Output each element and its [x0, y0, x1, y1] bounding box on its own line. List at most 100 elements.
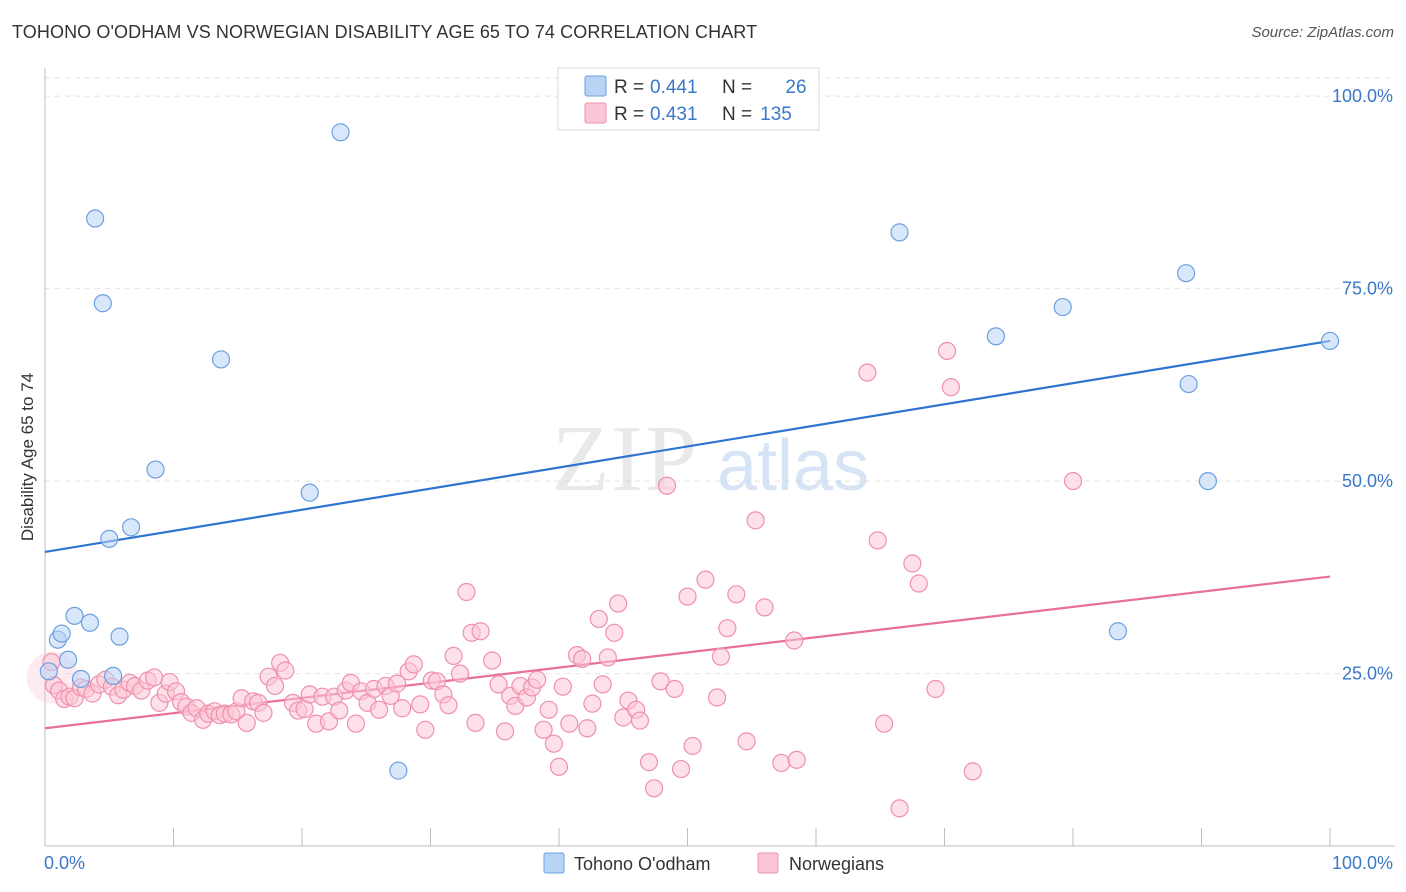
stats-n-value-norwegians: 135: [760, 104, 792, 125]
point-norwegians[interactable]: [858, 363, 877, 382]
point-norwegians[interactable]: [471, 622, 490, 641]
point-tohono[interactable]: [1053, 297, 1072, 317]
legend-item-norwegians[interactable]: Norwegians: [757, 852, 884, 874]
point-tohono[interactable]: [211, 350, 231, 369]
stats-r-value-tohono: 0.441: [650, 77, 698, 98]
point-tohono[interactable]: [121, 518, 141, 537]
point-norwegians[interactable]: [941, 378, 961, 397]
point-tohono[interactable]: [1198, 472, 1218, 491]
point-norwegians[interactable]: [393, 699, 412, 718]
point-tohono[interactable]: [59, 650, 78, 669]
point-tohono[interactable]: [104, 666, 123, 686]
point-norwegians[interactable]: [711, 647, 731, 666]
point-norwegians[interactable]: [707, 688, 727, 707]
point-norwegians[interactable]: [746, 511, 765, 530]
point-norwegians[interactable]: [593, 675, 612, 694]
point-norwegians[interactable]: [909, 574, 928, 593]
point-norwegians[interactable]: [605, 623, 624, 642]
point-norwegians[interactable]: [785, 631, 804, 650]
point-norwegians[interactable]: [573, 649, 592, 669]
point-norwegians[interactable]: [370, 700, 389, 719]
point-norwegians[interactable]: [237, 713, 256, 732]
point-norwegians[interactable]: [926, 679, 945, 699]
point-norwegians[interactable]: [439, 696, 458, 715]
point-norwegians[interactable]: [483, 651, 502, 670]
point-tohono[interactable]: [300, 483, 319, 502]
point-norwegians[interactable]: [683, 736, 702, 756]
point-norwegians[interactable]: [772, 753, 791, 773]
point-norwegians[interactable]: [444, 646, 463, 665]
point-tohono[interactable]: [1320, 331, 1340, 351]
point-norwegians[interactable]: [404, 655, 423, 674]
point-tohono[interactable]: [890, 223, 909, 242]
point-norwegians[interactable]: [963, 762, 982, 781]
point-norwegians[interactable]: [657, 476, 677, 495]
point-norwegians[interactable]: [539, 700, 558, 719]
point-norwegians[interactable]: [890, 799, 909, 818]
point-norwegians[interactable]: [630, 711, 650, 730]
point-norwegians[interactable]: [560, 714, 579, 733]
point-tohono[interactable]: [100, 529, 119, 548]
point-norwegians[interactable]: [553, 677, 572, 696]
point-norwegians[interactable]: [727, 585, 746, 604]
point-norwegians[interactable]: [755, 598, 774, 617]
point-tohono[interactable]: [52, 624, 71, 643]
point-norwegians[interactable]: [528, 670, 547, 689]
point-norwegians[interactable]: [346, 714, 366, 733]
point-tohono[interactable]: [65, 606, 84, 625]
point-tohono[interactable]: [39, 662, 58, 681]
point-tohono[interactable]: [71, 669, 91, 689]
point-norwegians[interactable]: [457, 582, 476, 602]
point-tohono[interactable]: [331, 123, 350, 142]
y-tick-label: 100.0%: [1332, 86, 1393, 106]
point-norwegians[interactable]: [145, 668, 164, 687]
point-norwegians[interactable]: [330, 701, 349, 720]
point-norwegians[interactable]: [254, 703, 273, 722]
point-norwegians[interactable]: [466, 713, 485, 732]
point-tohono[interactable]: [1108, 622, 1128, 641]
point-tohono[interactable]: [110, 627, 129, 646]
legend-item-tohono[interactable]: Tohono O'odham: [543, 852, 711, 874]
point-norwegians[interactable]: [495, 722, 515, 741]
point-norwegians[interactable]: [534, 720, 553, 739]
point-norwegians[interactable]: [265, 676, 285, 696]
point-tohono[interactable]: [86, 209, 105, 228]
point-norwegians[interactable]: [644, 779, 664, 798]
point-norwegians[interactable]: [718, 619, 737, 638]
point-norwegians[interactable]: [411, 695, 430, 714]
point-norwegians[interactable]: [651, 672, 670, 691]
point-tohono[interactable]: [80, 613, 100, 632]
point-norwegians[interactable]: [578, 719, 597, 738]
point-tohono[interactable]: [93, 294, 112, 313]
point-tohono[interactable]: [146, 460, 165, 479]
point-tohono[interactable]: [1179, 374, 1198, 394]
point-norwegians[interactable]: [787, 750, 806, 769]
point-norwegians[interactable]: [696, 570, 715, 589]
point-norwegians[interactable]: [544, 734, 563, 753]
point-tohono[interactable]: [389, 761, 408, 780]
point-norwegians[interactable]: [489, 675, 508, 694]
point-norwegians[interactable]: [937, 341, 957, 361]
point-norwegians[interactable]: [903, 554, 922, 573]
point-norwegians[interactable]: [549, 757, 569, 776]
point-norwegians[interactable]: [875, 714, 894, 733]
point-norwegians[interactable]: [583, 694, 602, 713]
point-norwegians[interactable]: [387, 674, 407, 693]
point-norwegians[interactable]: [665, 679, 684, 699]
point-norwegians[interactable]: [416, 720, 435, 739]
point-tohono[interactable]: [1176, 264, 1196, 283]
point-norwegians[interactable]: [276, 661, 295, 680]
point-tohono[interactable]: [986, 327, 1006, 346]
point-norwegians[interactable]: [598, 648, 617, 667]
point-norwegians[interactable]: [678, 587, 697, 606]
point-norwegians[interactable]: [589, 609, 608, 629]
point-norwegians[interactable]: [450, 664, 470, 683]
point-norwegians[interactable]: [737, 732, 756, 751]
point-norwegians[interactable]: [671, 759, 691, 779]
point-norwegians[interactable]: [609, 594, 628, 613]
data-points: [26, 123, 1340, 818]
point-norwegians[interactable]: [868, 531, 887, 550]
y-tick-label: 75.0%: [1342, 279, 1393, 299]
point-norwegians[interactable]: [1063, 472, 1083, 491]
point-norwegians[interactable]: [639, 753, 659, 772]
